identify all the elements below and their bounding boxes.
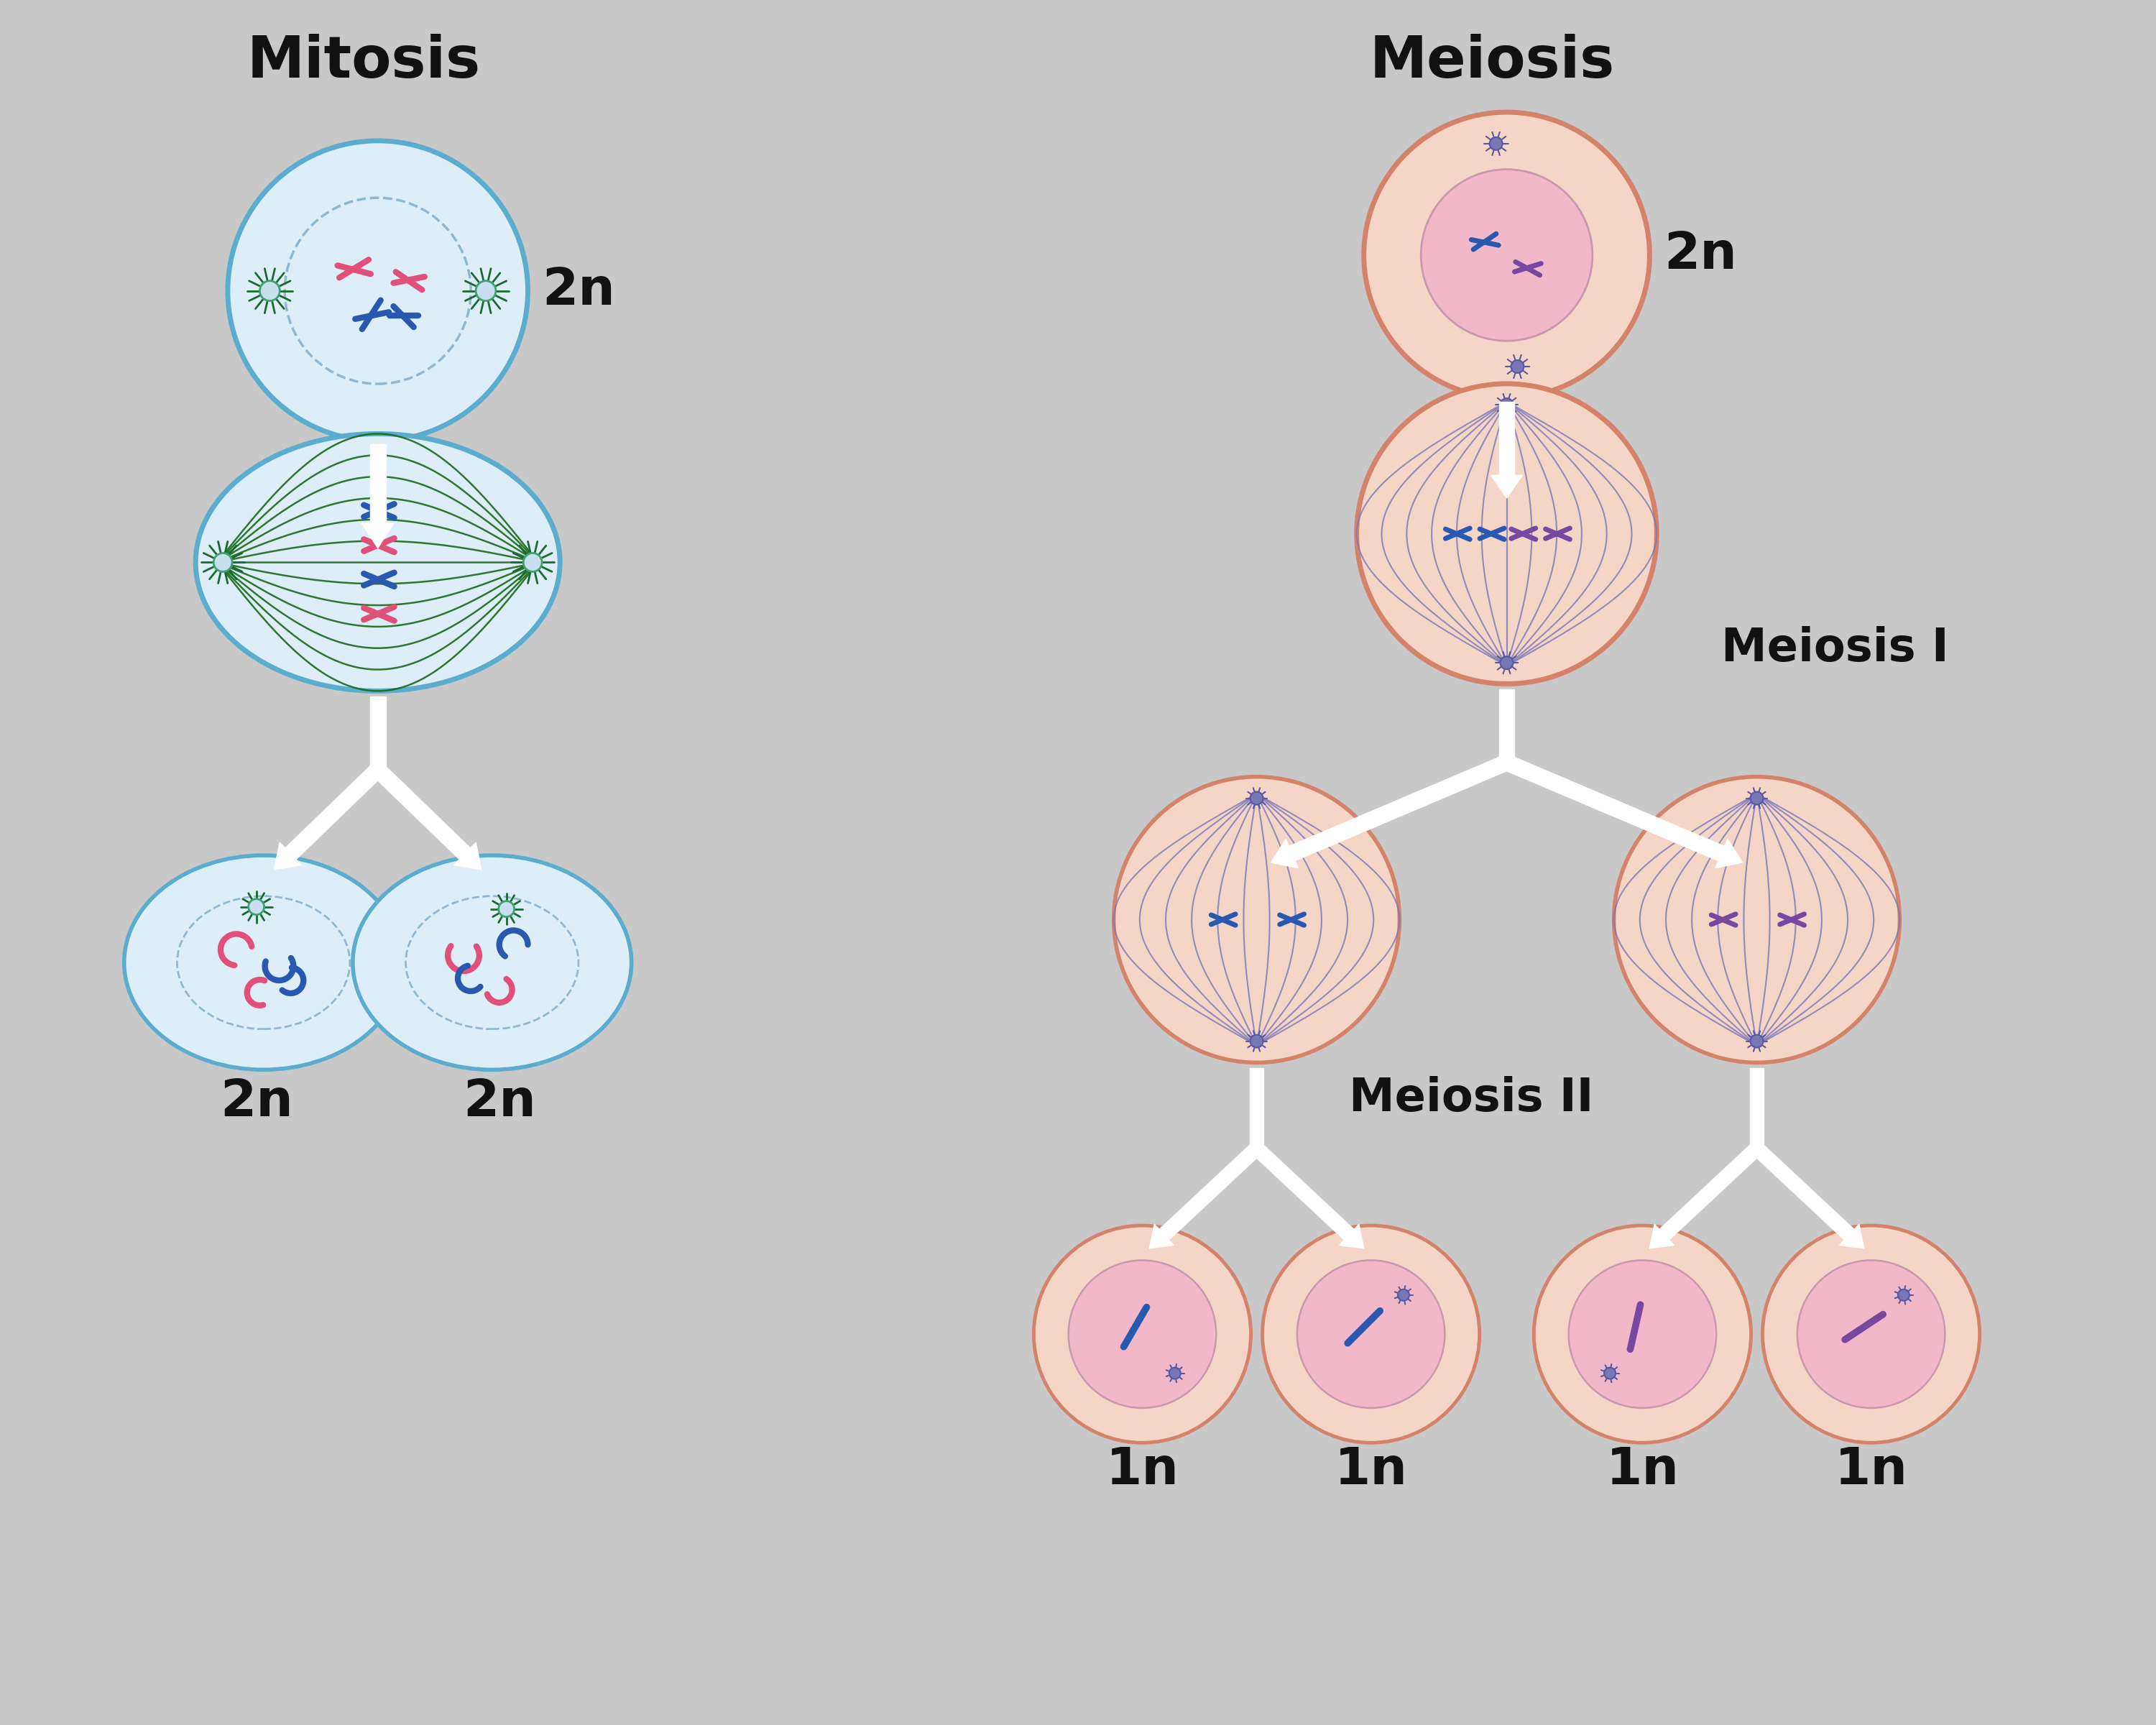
Polygon shape: [371, 445, 386, 523]
Circle shape: [1533, 1225, 1751, 1442]
Circle shape: [248, 899, 265, 914]
Circle shape: [1298, 1261, 1445, 1408]
Circle shape: [259, 281, 280, 300]
Polygon shape: [1649, 1225, 1673, 1249]
Circle shape: [229, 141, 528, 442]
Polygon shape: [1498, 690, 1514, 762]
Circle shape: [1397, 1289, 1410, 1301]
Circle shape: [498, 900, 515, 916]
Circle shape: [1501, 657, 1514, 669]
Ellipse shape: [125, 856, 403, 1070]
Circle shape: [1615, 776, 1899, 1063]
Ellipse shape: [354, 856, 632, 1070]
Text: Meiosis II: Meiosis II: [1350, 1076, 1593, 1121]
Text: 1n: 1n: [1335, 1446, 1408, 1494]
Polygon shape: [1339, 1225, 1365, 1249]
Circle shape: [1511, 361, 1524, 373]
Polygon shape: [1492, 474, 1522, 499]
Polygon shape: [1716, 838, 1742, 868]
Polygon shape: [1270, 838, 1298, 868]
Polygon shape: [1503, 756, 1725, 861]
Polygon shape: [285, 764, 384, 859]
Circle shape: [1897, 1289, 1910, 1301]
Text: Mitosis: Mitosis: [246, 34, 481, 90]
Circle shape: [476, 281, 496, 300]
Circle shape: [1356, 383, 1656, 683]
Text: 2n: 2n: [464, 1076, 537, 1126]
Circle shape: [1761, 1225, 1979, 1442]
Circle shape: [213, 554, 233, 571]
Circle shape: [1570, 1261, 1716, 1408]
Polygon shape: [371, 697, 386, 769]
Text: Meiosis: Meiosis: [1369, 34, 1615, 90]
Text: 1n: 1n: [1106, 1446, 1179, 1494]
Polygon shape: [1289, 756, 1509, 861]
Text: 2n: 2n: [1664, 231, 1738, 279]
Circle shape: [1250, 1035, 1263, 1047]
Circle shape: [1604, 1368, 1615, 1378]
Circle shape: [1798, 1261, 1945, 1408]
Circle shape: [1490, 138, 1503, 150]
Text: 1n: 1n: [1835, 1446, 1908, 1494]
Polygon shape: [1149, 1225, 1173, 1249]
Circle shape: [1033, 1225, 1250, 1442]
Polygon shape: [1160, 1144, 1261, 1240]
Circle shape: [1250, 792, 1263, 804]
Circle shape: [524, 554, 541, 571]
Polygon shape: [1498, 402, 1514, 474]
Polygon shape: [455, 842, 481, 869]
Polygon shape: [373, 764, 470, 859]
Circle shape: [1421, 169, 1593, 342]
Circle shape: [1069, 1261, 1216, 1408]
Polygon shape: [362, 523, 395, 549]
Text: Meiosis I: Meiosis I: [1720, 626, 1949, 671]
Polygon shape: [1753, 1144, 1854, 1240]
Ellipse shape: [196, 433, 561, 692]
Circle shape: [1501, 398, 1514, 411]
Circle shape: [1115, 776, 1399, 1063]
Circle shape: [1751, 792, 1764, 804]
Polygon shape: [1660, 1144, 1761, 1240]
Text: 2n: 2n: [541, 266, 614, 316]
Polygon shape: [1839, 1225, 1865, 1249]
Circle shape: [1751, 1035, 1764, 1047]
Circle shape: [1365, 112, 1649, 398]
Polygon shape: [1253, 1144, 1354, 1240]
Circle shape: [1263, 1225, 1479, 1442]
Polygon shape: [1751, 1068, 1764, 1149]
Polygon shape: [1250, 1068, 1263, 1149]
Text: 2n: 2n: [220, 1076, 293, 1126]
Polygon shape: [274, 842, 302, 869]
Circle shape: [1169, 1368, 1181, 1378]
Text: 1n: 1n: [1606, 1446, 1680, 1494]
